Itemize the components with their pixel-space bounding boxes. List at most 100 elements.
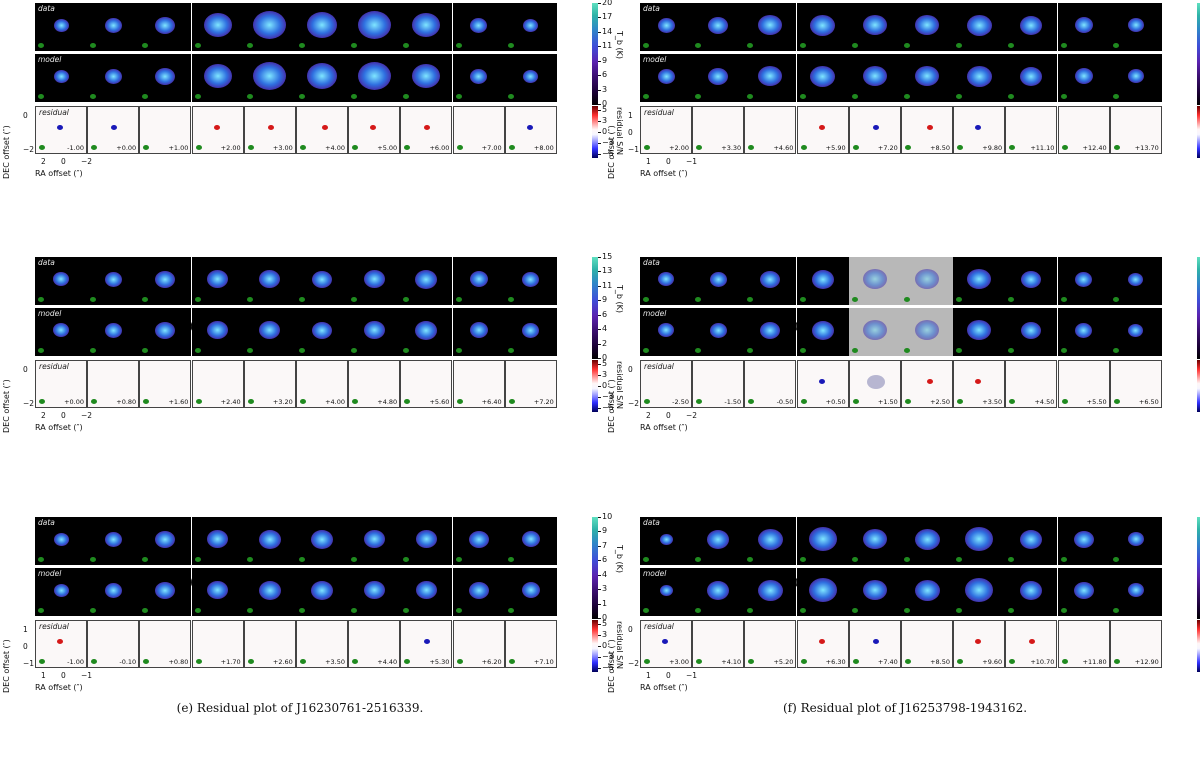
tb-tick-label: 10 <box>602 512 613 521</box>
data-channel <box>744 257 797 305</box>
model-channel <box>1057 308 1110 356</box>
beam-ellipse <box>507 608 514 613</box>
row-label: data <box>643 4 660 13</box>
ra-tick-label: −1 <box>686 671 698 680</box>
beam-ellipse <box>91 659 98 664</box>
beam-ellipse <box>194 94 201 99</box>
data-channel <box>139 257 192 305</box>
data-channel <box>87 517 140 565</box>
res-tick-mark <box>598 132 601 133</box>
tb-tick-label: 6 <box>602 70 608 80</box>
residual-feature <box>872 125 879 130</box>
residual-axis-label: residual S/N <box>615 107 624 155</box>
tb-tick-label: 20 <box>602 0 613 7</box>
emission-blob <box>258 580 281 600</box>
emission-blob <box>307 12 337 38</box>
dec-tick-label: 0 <box>628 365 633 374</box>
beam-ellipse <box>904 348 910 353</box>
velocity-label: +0.80 <box>168 658 189 666</box>
model-channel <box>901 568 953 616</box>
tb-tick-label: 11 <box>602 280 613 290</box>
model-channel: model <box>640 568 692 616</box>
data-channel <box>243 257 296 305</box>
data-channel <box>1057 517 1110 565</box>
ra-axis-label: RA offset (″) <box>35 683 83 692</box>
dec-tick-label: −1 <box>23 659 35 668</box>
emission-blob <box>758 66 783 86</box>
beam-ellipse <box>696 659 703 664</box>
velocity-label: +1.00 <box>168 144 189 152</box>
residual-channel: +2.60 <box>243 620 296 668</box>
velocity-label: +2.00 <box>220 144 241 152</box>
velocity-label: +3.00 <box>272 144 293 152</box>
model-channel: model <box>35 308 87 356</box>
residual-feature <box>370 125 377 130</box>
model-channel <box>1109 568 1162 616</box>
residual-channel: +4.10 <box>692 620 745 668</box>
beam-ellipse <box>1008 557 1015 562</box>
emission-blob <box>312 321 332 339</box>
residual-channel: +9.80 <box>953 106 1006 154</box>
emission-blob <box>412 64 441 88</box>
beam-ellipse <box>1009 659 1016 664</box>
emission-blob <box>53 69 69 83</box>
row-label: data <box>643 518 660 527</box>
beam-ellipse <box>38 608 44 613</box>
model-channel <box>243 308 296 356</box>
beam-ellipse <box>90 43 97 48</box>
beam-ellipse <box>1008 43 1015 48</box>
velocity-label: +7.40 <box>877 658 898 666</box>
velocity-label: +11.80 <box>1082 658 1107 666</box>
beam-ellipse <box>351 297 358 302</box>
emission-blob <box>967 269 992 289</box>
model-channel <box>848 308 901 356</box>
residual-channel: +5.20 <box>744 620 797 668</box>
emission-blob <box>965 527 994 551</box>
emission-blob <box>965 578 994 602</box>
residual-feature <box>975 379 982 384</box>
emission-blob <box>862 15 887 35</box>
beam-ellipse <box>851 297 858 302</box>
residual-channel: -1.50 <box>692 360 745 408</box>
model-channel <box>1109 308 1162 356</box>
residual-channel: +4.50 <box>1005 360 1058 408</box>
residual-channel: -0.50 <box>744 360 797 408</box>
model-channel <box>243 568 296 616</box>
beam-ellipse <box>852 399 859 404</box>
beam-ellipse <box>403 94 410 99</box>
beam-ellipse <box>143 659 150 664</box>
beam-ellipse <box>507 557 514 562</box>
beam-ellipse <box>1060 94 1067 99</box>
model-channel <box>744 308 797 356</box>
row-label: model <box>643 309 667 318</box>
velocity-label: +1.70 <box>220 658 241 666</box>
emission-blob <box>207 321 229 339</box>
emission-blob <box>468 530 489 548</box>
residual-channel: +10.70 <box>1005 620 1058 668</box>
res-tick-mark <box>598 635 601 636</box>
beam-ellipse <box>194 557 201 562</box>
data-channel <box>139 3 192 51</box>
emission-blob <box>709 271 727 287</box>
emission-blob <box>811 269 834 289</box>
model-channel <box>400 568 453 616</box>
tb-tick-label: 9 <box>602 526 608 536</box>
emission-blob <box>470 68 488 84</box>
emission-blob <box>363 581 385 599</box>
beam-ellipse <box>404 145 411 150</box>
beam-ellipse <box>1112 348 1119 353</box>
tb-tick-mark <box>598 574 601 576</box>
beam-ellipse <box>643 557 649 562</box>
residual-channel: +6.00 <box>400 106 453 154</box>
ra-tick-label: 1 <box>646 671 651 680</box>
model-channel <box>400 308 453 356</box>
res-tick-label: −3 <box>602 392 614 401</box>
ra-tick-label: 0 <box>61 411 66 420</box>
residual-channel: +12.90 <box>1109 620 1162 668</box>
tb-tick-label: 3 <box>602 84 608 94</box>
emission-blob <box>155 581 176 599</box>
data-channel <box>901 517 953 565</box>
beam-ellipse <box>194 43 201 48</box>
velocity-label: +5.00 <box>377 144 398 152</box>
beam-ellipse <box>956 608 963 613</box>
